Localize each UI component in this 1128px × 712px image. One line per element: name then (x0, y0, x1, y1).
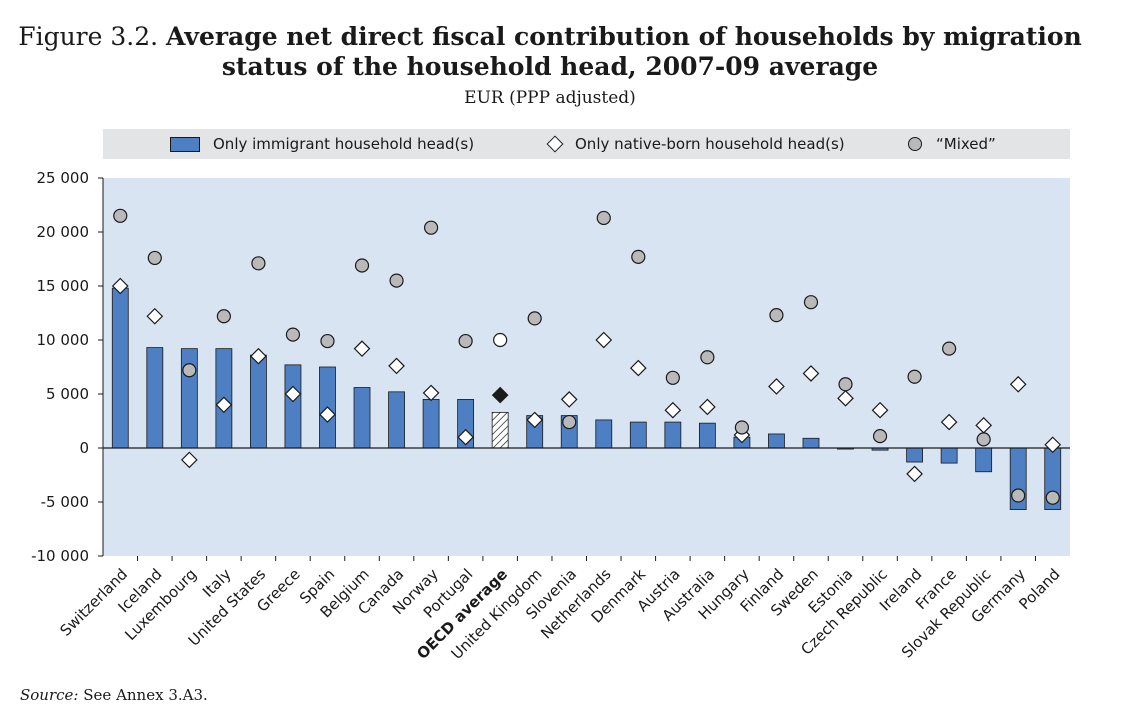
point-mixed (320, 333, 335, 349)
point-mixed (354, 258, 370, 273)
point-mixed (976, 432, 991, 447)
point-mixed (113, 208, 128, 223)
legend-label-immigrant: Only immigrant household head(s) (213, 135, 475, 153)
y-tick-label: 10 000 (37, 331, 90, 349)
bar-immigrant (906, 447, 923, 463)
point-mixed (527, 311, 542, 326)
y-tick-label: 5 000 (46, 385, 89, 403)
bar-immigrant (629, 421, 647, 449)
bar-immigrant (146, 347, 164, 449)
source-note: Source: See Annex 3.A3. (20, 686, 208, 704)
point-mixed (216, 309, 231, 324)
point-native-born (526, 411, 544, 429)
point-native-born (664, 401, 682, 419)
source-label: Source: (20, 686, 79, 704)
y-tick-label: 0 (79, 439, 89, 457)
point-mixed (182, 363, 197, 378)
title-line-2: status of the household head, 2007-09 av… (221, 52, 879, 81)
legend-label-mixed: “Mixed” (936, 135, 996, 153)
point-native-born (353, 340, 371, 357)
point-mixed (423, 220, 439, 235)
point-mixed (631, 249, 646, 264)
legend-bar-swatch (170, 136, 200, 152)
bar-immigrant (940, 447, 958, 464)
y-tick-label: -5 000 (41, 493, 89, 511)
bar-immigrant (975, 447, 993, 473)
point-native-born (111, 277, 129, 295)
point-native-born (1044, 436, 1062, 454)
point-mixed (769, 308, 784, 323)
source-text: See Annex 3.A3. (83, 686, 208, 704)
point-mixed (1045, 490, 1060, 505)
legend-item-mixed: “Mixed” (908, 135, 996, 153)
legend-item-native: Only native-born household head(s) (545, 135, 845, 153)
point-mixed (493, 332, 508, 348)
bar-immigrant (768, 433, 785, 449)
point-native-born (422, 384, 440, 402)
point-native-born (284, 385, 302, 403)
point-mixed (665, 370, 680, 385)
point-native-born (491, 386, 509, 404)
point-native-born (215, 396, 233, 414)
point-native-born (1009, 375, 1027, 393)
title-line-1: Average net direct fiscal contribution o… (166, 22, 1082, 51)
point-mixed (838, 377, 853, 392)
bar-immigrant (802, 437, 820, 449)
point-mixed (734, 420, 750, 435)
point-native-born (146, 307, 164, 325)
point-native-born (180, 451, 198, 469)
point-native-born (871, 401, 889, 419)
point-mixed (562, 414, 577, 430)
bar-immigrant (284, 364, 302, 449)
point-mixed (700, 350, 715, 365)
point-mixed (147, 250, 162, 266)
point-native-born (629, 359, 647, 377)
point-native-born (940, 413, 958, 431)
chart-legend: Only immigrant household head(s) Only na… (103, 129, 1070, 159)
point-mixed (907, 369, 922, 384)
plot-background (103, 178, 1070, 556)
point-native-born (802, 365, 820, 382)
bar-immigrant (111, 287, 129, 449)
point-native-born (699, 398, 716, 416)
bar-immigrant (664, 421, 682, 449)
bar-oecd-average (491, 411, 509, 449)
point-mixed (389, 273, 404, 288)
point-native-born (250, 347, 267, 365)
point-mixed (251, 256, 266, 271)
point-native-born (768, 378, 785, 395)
point-mixed (942, 341, 957, 356)
chart-subtitle: EUR (PPP adjusted) (464, 88, 636, 108)
y-tick-label: 25 000 (37, 169, 90, 187)
legend-item-immigrant: Only immigrant household head(s) (170, 135, 474, 153)
bar-immigrant (698, 422, 716, 449)
bar-immigrant (422, 398, 440, 449)
bar-immigrant (595, 419, 613, 449)
y-tick-label: 20 000 (37, 223, 90, 241)
point-mixed (803, 295, 819, 310)
legend-circle-swatch (908, 137, 922, 151)
point-native-born (595, 331, 613, 349)
y-tick-label: -10 000 (31, 547, 89, 565)
point-native-born (457, 428, 474, 446)
legend-label-native: Only native-born household head(s) (575, 135, 845, 153)
point-mixed (1011, 488, 1026, 503)
chart-title: Figure 3.2. Average net direct fiscal co… (0, 22, 1100, 82)
point-native-born (837, 389, 854, 407)
point-native-born (319, 406, 336, 423)
point-native-born (906, 465, 923, 483)
point-mixed (285, 327, 301, 342)
point-mixed (596, 210, 611, 226)
figure-number: Figure 3.2. (18, 22, 159, 51)
bar-immigrant (353, 387, 371, 449)
bar-immigrant (250, 354, 267, 449)
point-mixed (872, 429, 888, 444)
point-mixed (458, 333, 473, 349)
point-native-born (560, 391, 578, 408)
point-native-born (388, 357, 405, 375)
y-tick-label: 15 000 (37, 277, 90, 295)
bar-immigrant (388, 391, 405, 449)
